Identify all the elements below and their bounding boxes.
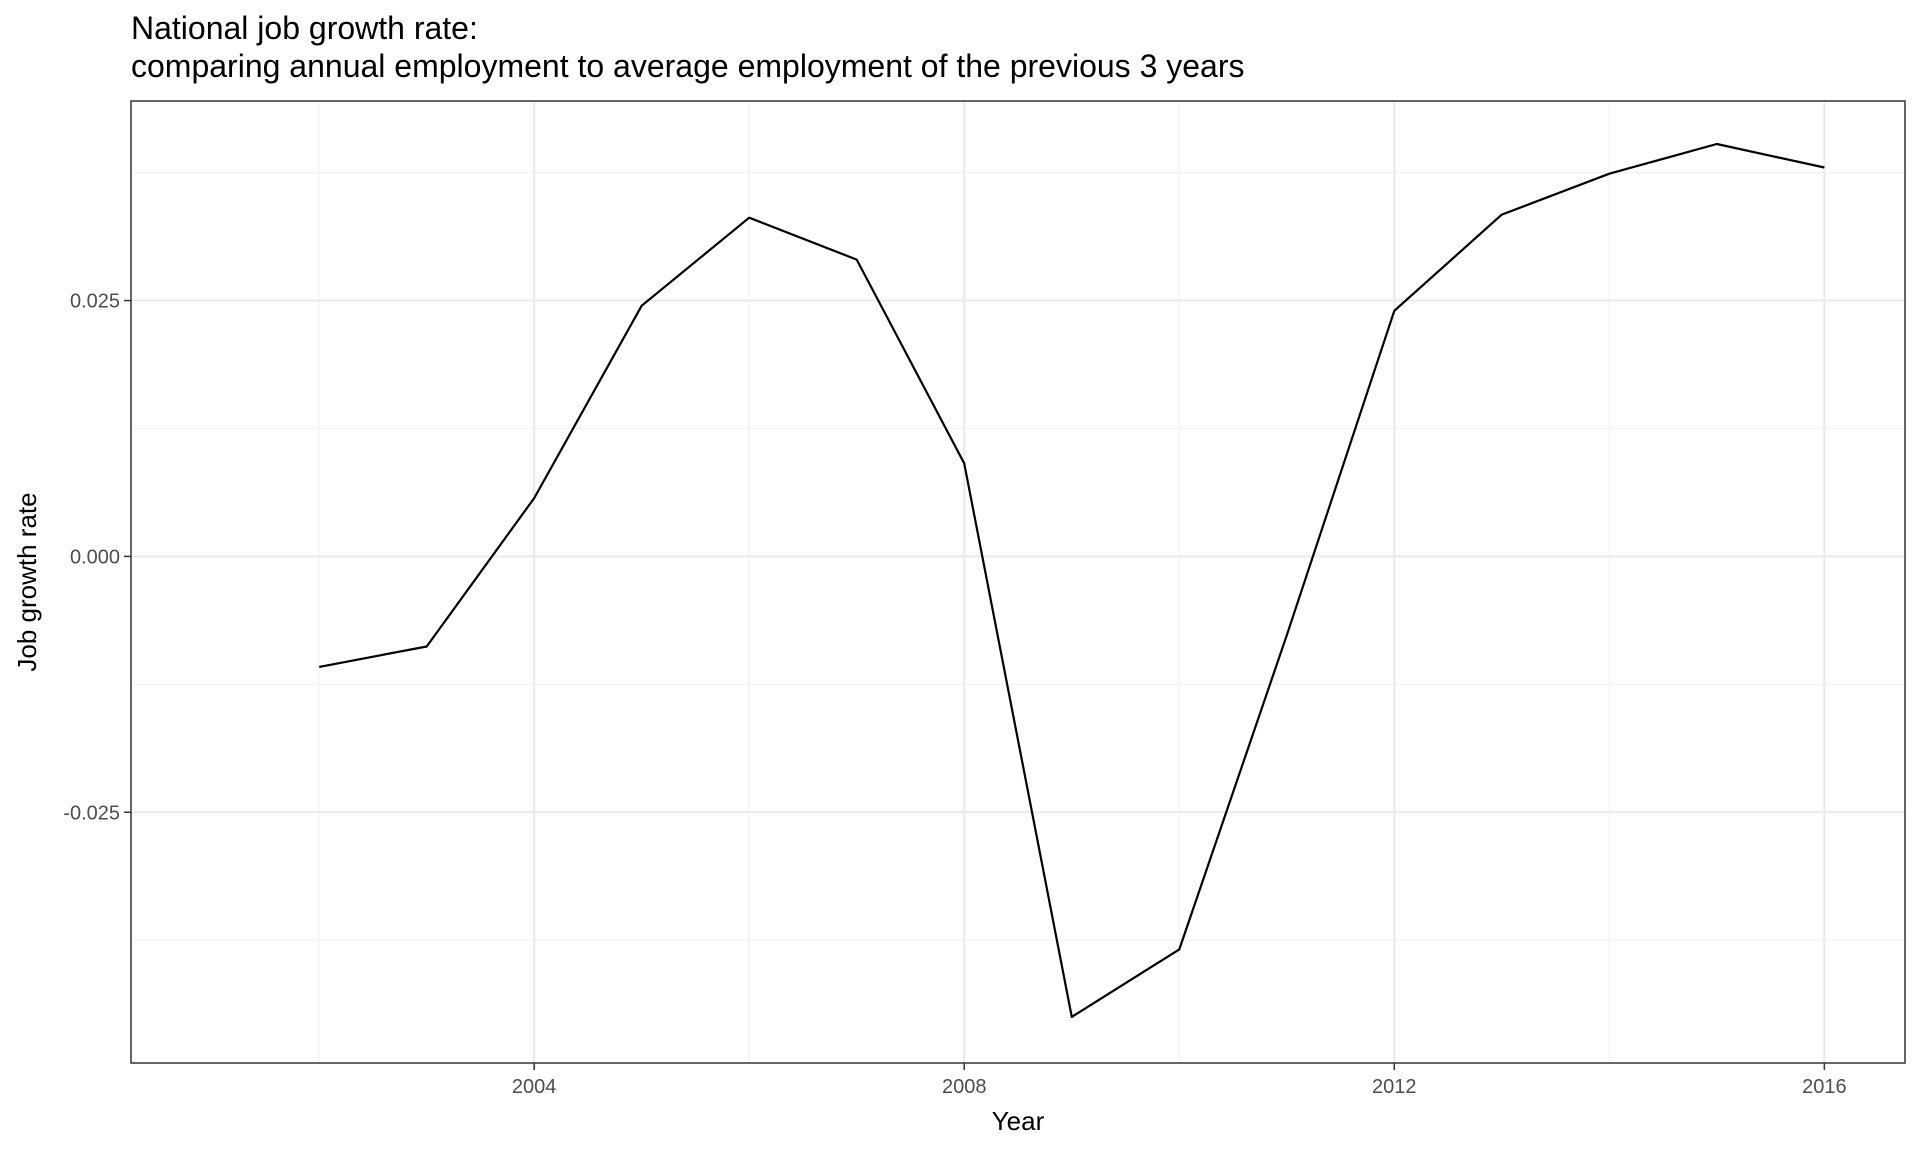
panel-border <box>130 100 1906 1064</box>
x-axis-title: Year <box>992 1106 1045 1136</box>
x-tick-label: 2012 <box>1372 1076 1417 1098</box>
x-tick-label: 2008 <box>942 1076 987 1098</box>
grid <box>131 101 1905 1063</box>
chart-subtitle: comparing annual employment to average e… <box>131 48 1245 84</box>
y-tick-label: 0.000 <box>70 546 120 568</box>
series-line-0 <box>318 142 1825 1019</box>
x-tick-label: 2016 <box>1802 1076 1847 1098</box>
series-layer <box>318 142 1825 1019</box>
x-tick-label: 2004 <box>512 1076 557 1098</box>
chart-title: National job growth rate: <box>131 10 478 46</box>
y-tick-label: -0.025 <box>63 802 120 824</box>
y-tick-label: 0.025 <box>70 291 120 313</box>
y-axis-title: Job growth rate <box>12 492 42 671</box>
axes: 2004 2008 2012 2016 -0.025 0.000 0.025 <box>63 291 1846 1098</box>
